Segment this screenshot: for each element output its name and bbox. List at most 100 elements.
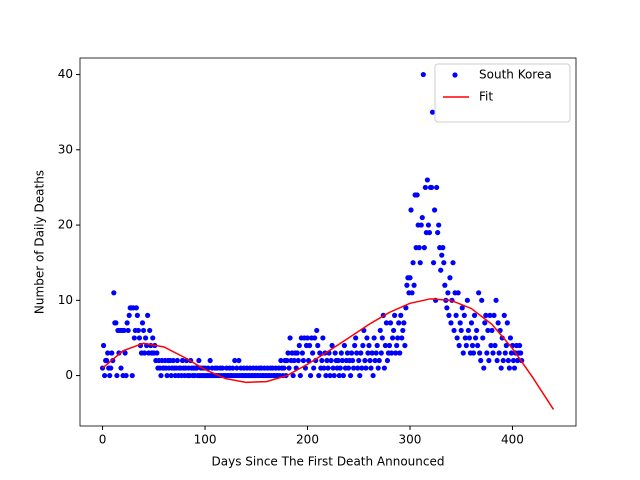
point (483, 312, 489, 318)
point (111, 290, 117, 296)
point (436, 222, 442, 228)
point (164, 372, 170, 379)
point (118, 365, 124, 371)
point (311, 365, 317, 371)
point (299, 350, 305, 356)
point (121, 327, 127, 334)
x-tick-label: 400 (501, 433, 524, 447)
point (304, 335, 311, 341)
point (338, 350, 344, 356)
point (323, 372, 329, 379)
point (179, 357, 186, 364)
point (294, 350, 300, 356)
point (455, 290, 461, 296)
point (158, 372, 164, 379)
point (482, 320, 488, 326)
point (353, 335, 359, 341)
point (147, 327, 153, 334)
point (383, 320, 390, 326)
point (219, 365, 226, 371)
point (480, 335, 486, 341)
point (518, 350, 524, 356)
point (418, 222, 424, 228)
point (468, 320, 475, 326)
point (421, 245, 427, 251)
point (477, 350, 483, 356)
point (300, 357, 307, 364)
point (507, 335, 514, 341)
legend-label: Fit (479, 90, 493, 104)
point (125, 327, 131, 334)
point (397, 350, 403, 356)
point (134, 312, 140, 318)
point (362, 357, 368, 364)
point (336, 372, 342, 379)
point (320, 335, 326, 341)
legend-label: South Korea (479, 68, 552, 82)
point (435, 229, 441, 236)
point (116, 350, 122, 356)
point (399, 335, 405, 341)
point (332, 350, 338, 356)
point (364, 335, 370, 341)
point (145, 312, 151, 318)
y-axis-label: Number of Daily Deaths (33, 170, 47, 314)
point (174, 357, 180, 364)
point (286, 365, 292, 371)
point (340, 372, 346, 379)
point (281, 365, 287, 371)
point (490, 350, 496, 356)
point (404, 282, 410, 288)
point (312, 335, 318, 341)
point (478, 357, 484, 364)
point (131, 335, 137, 341)
plot-area (99, 71, 555, 410)
point (359, 365, 365, 371)
point (471, 312, 478, 318)
point (354, 350, 360, 356)
point (352, 342, 358, 349)
point (486, 357, 492, 364)
point (500, 357, 506, 364)
point (407, 275, 413, 281)
point (429, 109, 436, 115)
point (495, 320, 501, 326)
point (154, 350, 160, 356)
point (514, 357, 521, 364)
point (439, 252, 445, 258)
point (285, 350, 291, 356)
point (372, 357, 378, 364)
point (494, 357, 500, 364)
point (409, 290, 415, 296)
point (506, 365, 512, 371)
point (329, 342, 335, 349)
x-tick-label: 0 (99, 433, 107, 447)
point (306, 342, 313, 349)
point (465, 327, 471, 334)
point (442, 282, 448, 288)
point (126, 312, 132, 318)
point (466, 335, 473, 341)
point (469, 342, 476, 349)
point (230, 365, 236, 371)
point (136, 335, 143, 341)
point (123, 372, 129, 379)
point (377, 327, 383, 334)
point (414, 192, 420, 198)
point (475, 342, 481, 349)
point (339, 357, 345, 364)
point (373, 350, 379, 356)
point (104, 357, 110, 364)
point (287, 335, 293, 341)
point (441, 260, 447, 266)
point (379, 335, 385, 341)
point (424, 177, 431, 183)
y-tick-label: 40 (58, 67, 73, 81)
point (491, 312, 497, 318)
point (416, 245, 422, 251)
point (232, 357, 238, 364)
x-tick-label: 300 (399, 433, 422, 447)
point (440, 245, 446, 251)
point (337, 365, 343, 371)
